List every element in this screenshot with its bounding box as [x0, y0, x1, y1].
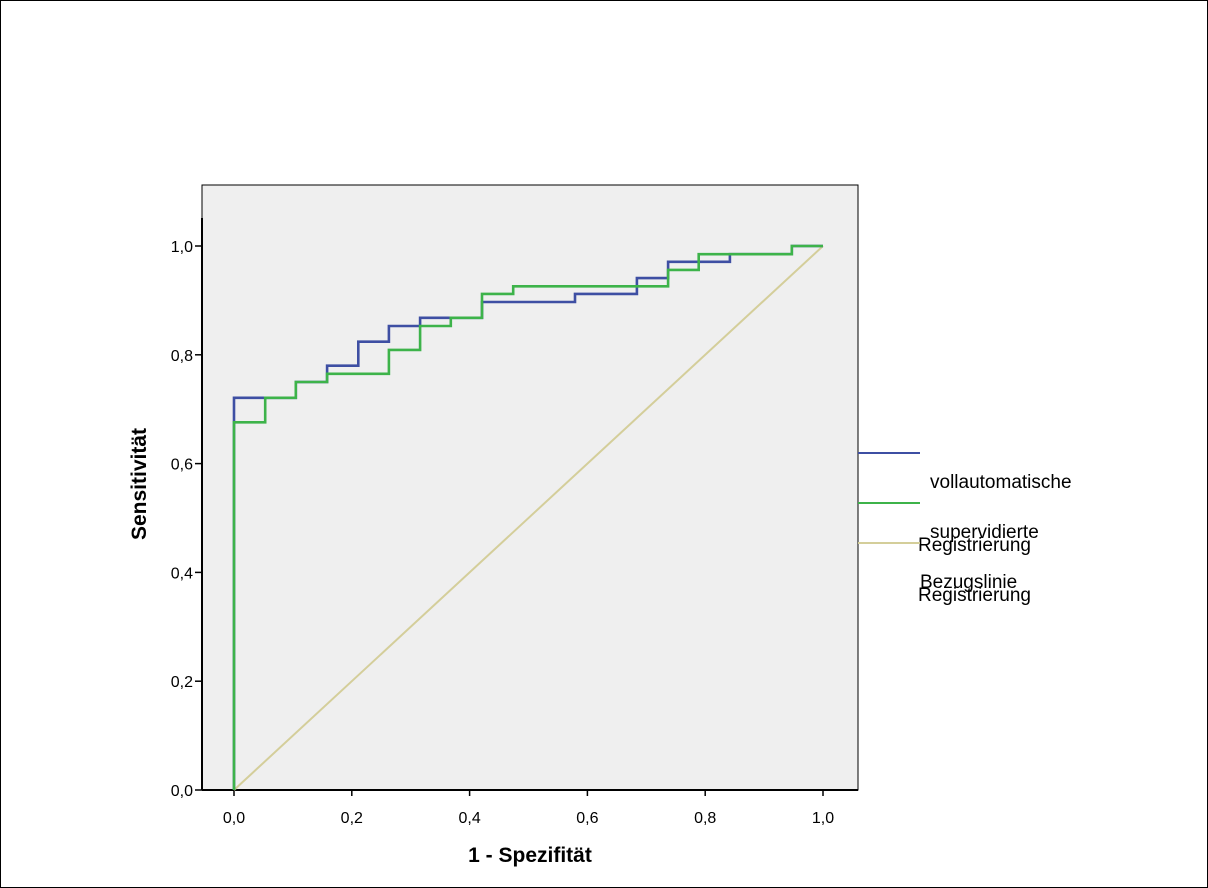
y-tick-label: 0,0 [171, 783, 193, 800]
y-tick-label: 0,8 [171, 348, 193, 365]
legend: vollautomatische Registrierung supervidi… [858, 430, 1158, 606]
legend-label-line2: Registrierung [918, 585, 1031, 606]
legend-item-bezugslinie: Bezugslinie [858, 530, 1158, 593]
series-group [232, 244, 824, 791]
legend-item-vollautomatische: vollautomatische Registrierung [858, 430, 1158, 556]
x-tick-label: 0,2 [341, 810, 363, 827]
x-tick-label: 0,0 [223, 810, 245, 827]
x-axis-label: 1 - Spezifität [468, 844, 592, 867]
legend-label-line1: vollautomatische [930, 472, 1072, 493]
y-tick-label: 0,2 [171, 674, 193, 691]
series-line-supervidierte [232, 244, 823, 790]
y-tick-label: 1,0 [171, 239, 193, 256]
x-tick-label: 1,0 [812, 810, 834, 827]
legend-item-supervidierte: supervidierte Registrierung [858, 480, 1158, 606]
legend-swatch-supervidierte [858, 502, 920, 504]
legend-swatch-bezugslinie [858, 542, 920, 544]
legend-label-line2: Registrierung [918, 535, 1031, 556]
y-axis-label: Sensitivität [128, 428, 151, 540]
series-line-bezugslinie [233, 245, 824, 791]
y-tick-label: 0,6 [171, 457, 193, 474]
axes: 0,0 0,2 0,4 0,6 0,8 1,0 0,0 0,2 0,4 0,6 0,8 1,0 [171, 218, 858, 827]
legend-swatch-vollautomatische [858, 452, 920, 454]
legend-label-line1: Bezugslinie [920, 572, 1018, 593]
x-tick-label: 0,4 [458, 810, 480, 827]
legend-label-line1: supervidierte [930, 522, 1039, 543]
x-tick-label: 0,8 [694, 810, 716, 827]
x-tick-label: 0,6 [576, 810, 598, 827]
plot-area [201, 184, 859, 791]
y-tick-label: 0,4 [171, 565, 193, 582]
